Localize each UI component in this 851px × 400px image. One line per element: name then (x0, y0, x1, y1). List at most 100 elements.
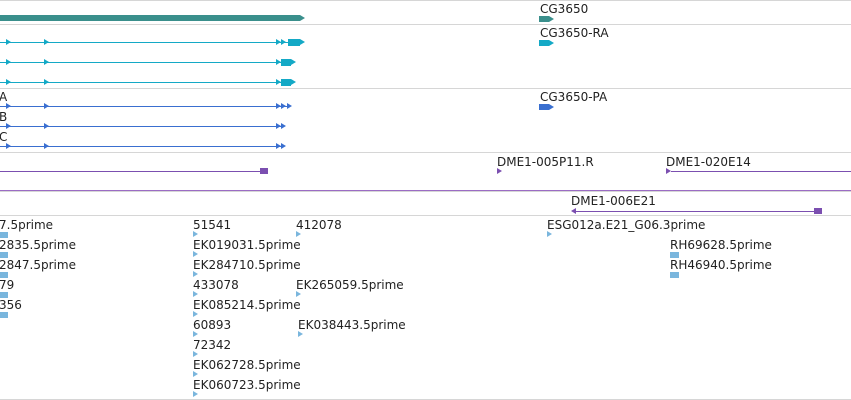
est-feature[interactable] (0, 312, 8, 318)
clone-label-dme1-006e21[interactable]: DME1-006E21 (571, 194, 656, 208)
transcript-label-cg3650-ra[interactable]: CG3650-RA (540, 26, 609, 40)
est-label[interactable]: 412078 (296, 218, 342, 232)
est-label[interactable]: 60893 (193, 318, 232, 332)
transcript-strand-arrow (6, 38, 11, 45)
clone-label-dme1-005p11-r[interactable]: DME1-005P11.R (497, 155, 594, 169)
protein-strand-arrow (276, 142, 281, 149)
est-label[interactable]: EK019031.5prime (193, 238, 301, 252)
clone-feature-dme1-005p11-r[interactable] (497, 167, 502, 174)
est-feature[interactable] (670, 272, 679, 278)
est-label[interactable]: 356 (0, 298, 22, 312)
est-label[interactable]: EK284710.5prime (193, 258, 301, 272)
isoform-label-a[interactable]: A (0, 90, 8, 104)
transcript-feature-cg3650-ra[interactable] (539, 40, 549, 46)
est-feature[interactable] (298, 330, 303, 337)
protein-strand-arrow (6, 122, 11, 129)
transcript-exon[interactable] (281, 59, 291, 66)
est-feature[interactable] (193, 330, 198, 337)
est-feature[interactable] (193, 390, 198, 397)
gene-label-cg3650[interactable]: CG3650 (540, 2, 589, 16)
est-label[interactable]: 2847.5prime (0, 258, 76, 272)
clone-feature-dme1-006e21[interactable] (576, 211, 814, 212)
transcript-end-arrow (291, 79, 296, 85)
transcript-strand-arrow (44, 58, 49, 65)
est-feature[interactable] (193, 290, 198, 297)
est-label[interactable]: 433078 (193, 278, 239, 292)
transcript-exon[interactable] (288, 39, 300, 46)
isoform-label-b[interactable]: B (0, 110, 8, 124)
protein-strand-arrow (44, 142, 49, 149)
protein-strand-arrow (44, 102, 49, 109)
transcript-strand-arrow (6, 78, 11, 85)
protein-strand-arrow (281, 142, 286, 149)
track-separator (0, 215, 851, 216)
protein-strand-arrow (276, 102, 281, 109)
est-label[interactable]: 2835.5prime (0, 238, 76, 252)
est-feature[interactable] (0, 272, 8, 278)
est-label[interactable]: EK062728.5prime (193, 358, 301, 372)
clone-label-dme1-020e14[interactable]: DME1-020E14 (666, 155, 751, 169)
protein-strand-arrow (6, 102, 11, 109)
est-feature[interactable] (670, 252, 679, 258)
clone-track-divider-line (0, 190, 851, 191)
est-feature[interactable] (547, 230, 552, 237)
protein-intron (0, 126, 282, 127)
transcript-end-arrow (291, 59, 296, 65)
gene-feature-cg3650[interactable] (539, 16, 549, 22)
est-label[interactable]: ESG012a.E21_G06.3prime (547, 218, 706, 232)
transcript-strand-arrow (276, 58, 281, 65)
est-feature[interactable] (193, 250, 198, 257)
track-separator (0, 0, 851, 1)
est-feature[interactable] (0, 232, 8, 238)
gene-feature-bar[interactable] (0, 15, 300, 21)
transcript-strand-arrow (44, 78, 49, 85)
est-label[interactable]: EK038443.5prime (298, 318, 406, 332)
transcript-strand-arrow (281, 38, 286, 45)
protein-arrow (549, 103, 554, 110)
transcript-intron (0, 82, 284, 83)
protein-label-cg3650-pa[interactable]: CG3650-PA (540, 90, 608, 104)
est-label[interactable]: 7.5prime (0, 218, 54, 232)
clone-feature-line[interactable] (0, 171, 260, 172)
gene-feature-arrow (300, 14, 305, 21)
est-feature[interactable] (296, 290, 301, 297)
gene-feature-cg3650-arrow (549, 15, 554, 22)
est-feature[interactable] (0, 292, 8, 298)
est-label[interactable]: RH46940.5prime (670, 258, 772, 272)
transcript-strand-arrow (44, 38, 49, 45)
est-label[interactable]: EK085214.5prime (193, 298, 301, 312)
clone-feature-end[interactable] (260, 168, 268, 174)
est-feature[interactable] (193, 350, 198, 357)
est-feature[interactable] (193, 370, 198, 377)
est-label[interactable]: 79 (0, 278, 15, 292)
protein-feature-cg3650-pa[interactable] (539, 104, 549, 110)
isoform-label-c[interactable]: C (0, 130, 8, 144)
transcript-exon[interactable] (281, 79, 291, 86)
transcript-intron (0, 42, 290, 43)
transcript-strand-arrow (276, 38, 281, 45)
est-feature[interactable] (296, 230, 301, 237)
est-label[interactable]: 72342 (193, 338, 232, 352)
est-label[interactable]: EK265059.5prime (296, 278, 404, 292)
est-label[interactable]: EK060723.5prime (193, 378, 301, 392)
protein-intron (0, 106, 288, 107)
protein-strand-arrow (287, 102, 292, 109)
est-feature[interactable] (193, 310, 198, 317)
est-feature[interactable] (193, 270, 198, 277)
est-label[interactable]: 51541 (193, 218, 232, 232)
est-label[interactable]: RH69628.5prime (670, 238, 772, 252)
clone-feature-dme1-020e14-arrow (666, 167, 671, 174)
track-separator (0, 24, 851, 25)
transcript-strand-arrow (276, 78, 281, 85)
track-separator (0, 152, 851, 153)
est-feature[interactable] (0, 252, 8, 258)
protein-strand-arrow (281, 102, 286, 109)
clone-feature-dme1-020e14[interactable] (671, 171, 851, 172)
protein-strand-arrow (281, 122, 286, 129)
est-feature[interactable] (193, 230, 198, 237)
transcript-strand-arrow (6, 58, 11, 65)
clone-feature-dme1-006e21-end[interactable] (814, 208, 822, 214)
transcript-arrow (549, 39, 554, 46)
transcript-end-arrow (300, 39, 305, 45)
